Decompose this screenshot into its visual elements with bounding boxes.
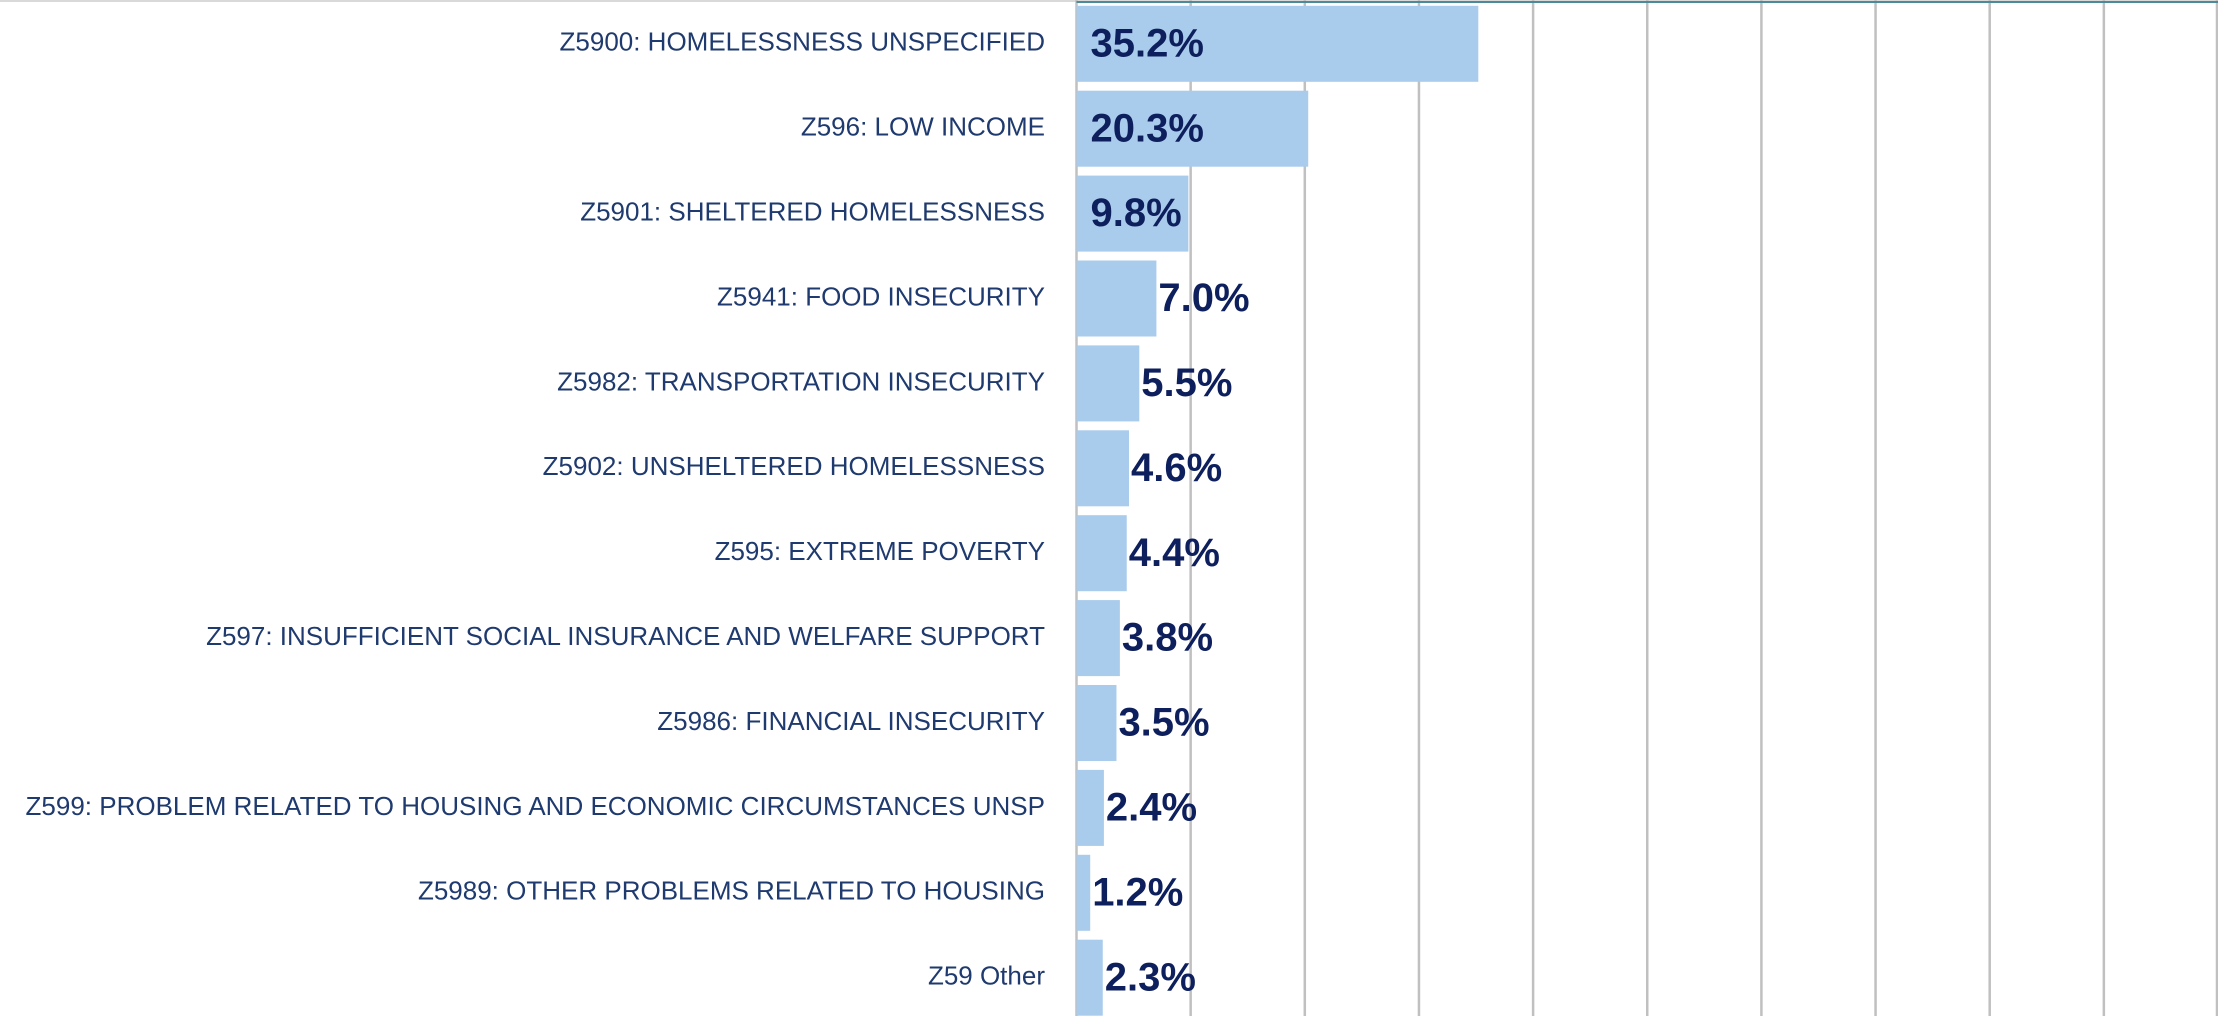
bar <box>1076 685 1117 761</box>
category-label: Z596: LOW INCOME <box>801 112 1045 142</box>
category-label: Z5982: TRANSPORTATION INSECURITY <box>557 366 1045 396</box>
value-label: 4.6% <box>1131 446 1222 490</box>
bar <box>1076 769 1104 846</box>
bar <box>1076 90 1309 167</box>
bar <box>1076 430 1130 507</box>
value-label: 35.2% <box>1091 21 1204 65</box>
bar <box>1076 854 1091 931</box>
bar <box>1076 260 1157 337</box>
value-label: 5.5% <box>1141 361 1232 405</box>
bars <box>1076 5 1479 1016</box>
bar <box>1076 5 1479 82</box>
bar <box>1076 939 1103 1016</box>
value-label: 20.3% <box>1091 106 1204 150</box>
labels: Z5900: HOMELESSNESS UNSPECIFIED 35.2% Z596… <box>26 21 1250 999</box>
category-label: Z59 Other <box>928 961 1045 991</box>
value-label: 3.5% <box>1118 701 1209 745</box>
value-label: 4.4% <box>1129 531 1220 575</box>
category-label: Z5941: FOOD INSECURITY <box>717 281 1045 311</box>
bar <box>1076 600 1120 677</box>
grid <box>1075 0 2218 1016</box>
category-label: Z595: EXTREME POVERTY <box>715 536 1045 566</box>
bar <box>1076 345 1140 422</box>
value-label: 1.2% <box>1092 870 1183 914</box>
category-label: Z599: PROBLEM RELATED TO HOUSING AND ECO… <box>26 791 1045 821</box>
value-label: 2.3% <box>1105 955 1196 999</box>
value-label: 7.0% <box>1158 276 1249 320</box>
value-label: 9.8% <box>1091 191 1182 235</box>
bar <box>1076 515 1127 592</box>
bar <box>1076 175 1189 252</box>
category-label: Z5989: OTHER PROBLEMS RELATED TO HOUSING <box>418 876 1045 906</box>
category-label: Z5900: HOMELESSNESS UNSPECIFIED <box>560 27 1045 57</box>
value-label: 2.4% <box>1106 785 1197 829</box>
category-label: Z5986: FINANCIAL INSECURITY <box>657 706 1045 736</box>
category-label: Z5902: UNSHELTERED HOMELESSNESS <box>543 451 1045 481</box>
category-label: Z5901: SHELTERED HOMELESSNESS <box>580 196 1045 226</box>
value-label: 3.8% <box>1122 616 1213 660</box>
category-label: Z597: INSUFFICIENT SOCIAL INSURANCE AND … <box>206 621 1045 651</box>
